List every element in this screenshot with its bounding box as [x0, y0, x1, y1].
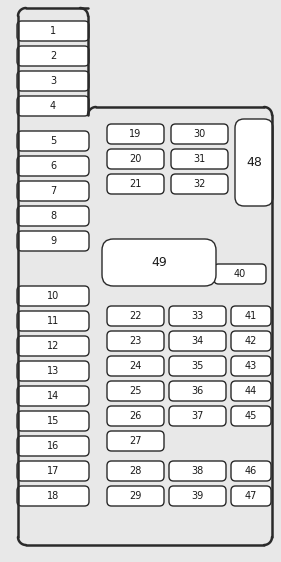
FancyBboxPatch shape	[231, 406, 271, 426]
Text: 48: 48	[246, 156, 262, 169]
Text: 47: 47	[245, 491, 257, 501]
Text: 34: 34	[191, 336, 204, 346]
FancyBboxPatch shape	[17, 71, 89, 91]
Text: 25: 25	[129, 386, 142, 396]
Text: 30: 30	[193, 129, 206, 139]
Text: 11: 11	[47, 316, 59, 326]
Text: 19: 19	[129, 129, 142, 139]
Text: 41: 41	[245, 311, 257, 321]
FancyBboxPatch shape	[214, 264, 266, 284]
Text: 8: 8	[50, 211, 56, 221]
FancyBboxPatch shape	[107, 381, 164, 401]
FancyBboxPatch shape	[17, 461, 89, 481]
FancyBboxPatch shape	[17, 286, 89, 306]
Text: 24: 24	[129, 361, 142, 371]
FancyBboxPatch shape	[17, 436, 89, 456]
FancyBboxPatch shape	[169, 381, 226, 401]
Text: 28: 28	[129, 466, 142, 476]
Text: 37: 37	[191, 411, 204, 421]
Text: 5: 5	[50, 136, 56, 146]
FancyBboxPatch shape	[231, 331, 271, 351]
FancyBboxPatch shape	[17, 96, 89, 116]
Text: 36: 36	[191, 386, 204, 396]
Text: 4: 4	[50, 101, 56, 111]
Text: 3: 3	[50, 76, 56, 86]
Text: 49: 49	[151, 256, 167, 269]
FancyBboxPatch shape	[169, 331, 226, 351]
FancyBboxPatch shape	[171, 174, 228, 194]
FancyBboxPatch shape	[17, 486, 89, 506]
FancyBboxPatch shape	[17, 21, 89, 41]
FancyBboxPatch shape	[169, 356, 226, 376]
FancyBboxPatch shape	[171, 149, 228, 169]
Text: 21: 21	[129, 179, 142, 189]
Text: 32: 32	[193, 179, 206, 189]
FancyBboxPatch shape	[17, 206, 89, 226]
FancyBboxPatch shape	[231, 356, 271, 376]
FancyBboxPatch shape	[107, 356, 164, 376]
FancyBboxPatch shape	[107, 486, 164, 506]
FancyBboxPatch shape	[231, 486, 271, 506]
FancyBboxPatch shape	[169, 461, 226, 481]
FancyBboxPatch shape	[17, 336, 89, 356]
Text: 6: 6	[50, 161, 56, 171]
Text: 16: 16	[47, 441, 59, 451]
FancyBboxPatch shape	[17, 361, 89, 381]
Text: 44: 44	[245, 386, 257, 396]
FancyBboxPatch shape	[169, 406, 226, 426]
Text: 42: 42	[245, 336, 257, 346]
FancyBboxPatch shape	[235, 119, 273, 206]
FancyBboxPatch shape	[107, 431, 164, 451]
FancyBboxPatch shape	[107, 306, 164, 326]
Text: 7: 7	[50, 186, 56, 196]
Text: 31: 31	[193, 154, 206, 164]
FancyBboxPatch shape	[231, 461, 271, 481]
Text: 46: 46	[245, 466, 257, 476]
FancyBboxPatch shape	[17, 231, 89, 251]
FancyBboxPatch shape	[17, 411, 89, 431]
Text: 13: 13	[47, 366, 59, 376]
Text: 10: 10	[47, 291, 59, 301]
FancyBboxPatch shape	[107, 174, 164, 194]
Text: 9: 9	[50, 236, 56, 246]
FancyBboxPatch shape	[107, 331, 164, 351]
FancyBboxPatch shape	[169, 306, 226, 326]
Text: 15: 15	[47, 416, 59, 426]
Text: 45: 45	[245, 411, 257, 421]
Text: 33: 33	[191, 311, 204, 321]
FancyBboxPatch shape	[231, 381, 271, 401]
Text: 20: 20	[129, 154, 142, 164]
FancyBboxPatch shape	[107, 124, 164, 144]
FancyBboxPatch shape	[17, 46, 89, 66]
Text: 22: 22	[129, 311, 142, 321]
Text: 17: 17	[47, 466, 59, 476]
Text: 43: 43	[245, 361, 257, 371]
FancyBboxPatch shape	[17, 131, 89, 151]
FancyBboxPatch shape	[17, 311, 89, 331]
FancyBboxPatch shape	[231, 306, 271, 326]
Text: 39: 39	[191, 491, 204, 501]
Text: 26: 26	[129, 411, 142, 421]
Text: 23: 23	[129, 336, 142, 346]
FancyBboxPatch shape	[107, 461, 164, 481]
Text: 2: 2	[50, 51, 56, 61]
Text: 12: 12	[47, 341, 59, 351]
FancyBboxPatch shape	[107, 149, 164, 169]
FancyBboxPatch shape	[169, 486, 226, 506]
FancyBboxPatch shape	[107, 406, 164, 426]
FancyBboxPatch shape	[17, 156, 89, 176]
Text: 18: 18	[47, 491, 59, 501]
Text: 29: 29	[129, 491, 142, 501]
FancyBboxPatch shape	[102, 239, 216, 286]
Text: 27: 27	[129, 436, 142, 446]
FancyBboxPatch shape	[17, 181, 89, 201]
Text: 35: 35	[191, 361, 204, 371]
Text: 38: 38	[191, 466, 204, 476]
FancyBboxPatch shape	[17, 386, 89, 406]
Text: 14: 14	[47, 391, 59, 401]
Text: 40: 40	[234, 269, 246, 279]
Text: 1: 1	[50, 26, 56, 36]
FancyBboxPatch shape	[171, 124, 228, 144]
